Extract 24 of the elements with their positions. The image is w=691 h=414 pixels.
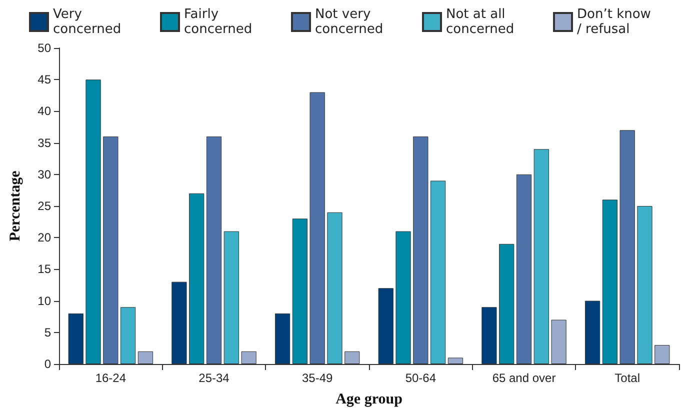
y-tick-label: 35 — [38, 136, 52, 150]
y-tick-label: 5 — [44, 325, 52, 340]
legend-label: Very concerned — [53, 7, 122, 37]
x-axis-title: Age group — [336, 392, 402, 408]
legend-label: Fairly concerned — [184, 7, 252, 37]
x-tick-label: 35-49 — [302, 371, 333, 385]
y-tick-label: 50 — [38, 41, 52, 55]
y-axis-title: Percentage — [8, 170, 24, 242]
y-tick-label: 40 — [38, 104, 52, 118]
x-tick-label: 50-64 — [405, 371, 436, 385]
y-tick-label: 10 — [38, 294, 52, 308]
y-tick-label: 0 — [44, 357, 52, 371]
x-tick-label: 25-34 — [198, 371, 230, 385]
x-tick-label: Total — [614, 371, 640, 385]
y-tick-label: 45 — [38, 72, 52, 87]
legend-label: Don’t know/ refusal — [577, 7, 652, 37]
x-tick-label: 16-24 — [95, 371, 126, 385]
legend-label: Not at all concerned — [446, 7, 514, 37]
y-tick-label: 25 — [38, 199, 52, 213]
y-tick-label: 15 — [38, 262, 52, 276]
x-tick-label: 65 and over — [492, 371, 556, 385]
legend-label: Not very concerned — [315, 7, 384, 37]
y-tick-label: 30 — [38, 167, 52, 182]
y-tick-label: 20 — [38, 230, 52, 245]
